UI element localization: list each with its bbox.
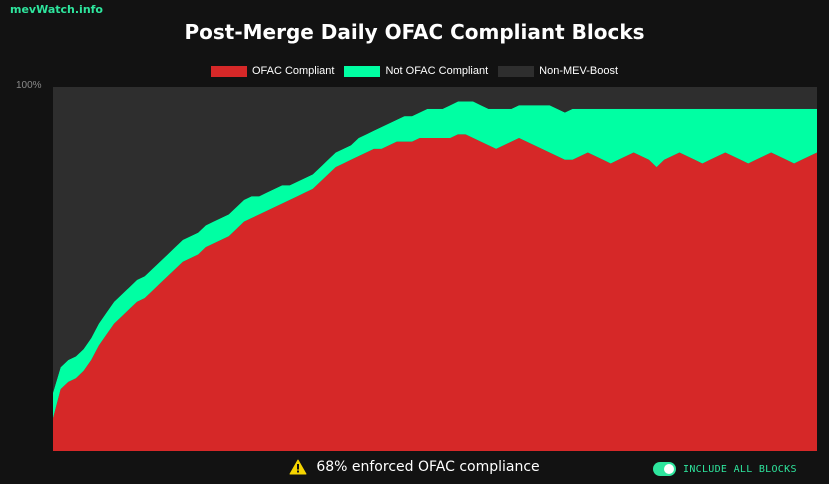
legend-swatch-ofac	[210, 65, 247, 77]
compliance-message: 68% enforced OFAC compliance	[316, 459, 540, 475]
legend-item-ofac[interactable]: OFAC Compliant	[210, 65, 335, 77]
legend-item-not-ofac[interactable]: Not OFAC Compliant	[344, 65, 488, 77]
legend-label-not-ofac: Not OFAC Compliant	[385, 65, 489, 77]
y-tick-label-100: 100%	[16, 80, 42, 91]
legend-swatch-not-ofac	[344, 65, 381, 77]
legend-label-non-mev: Non-MEV-Boost	[539, 65, 619, 77]
include-all-blocks-toggle[interactable]: INCLUDE ALL BLOCKS	[653, 462, 797, 476]
legend-label-ofac: OFAC Compliant	[251, 65, 335, 77]
series-area-ofac	[53, 134, 817, 451]
toggle-label: INCLUDE ALL BLOCKS	[683, 463, 797, 475]
compliance-summary: 68% enforced OFAC compliance	[0, 459, 829, 475]
toggle-knob	[664, 464, 674, 474]
toggle-switch[interactable]	[653, 462, 676, 476]
brand-logo-text[interactable]: mevWatch.info	[10, 3, 103, 16]
series-area-non-mev	[53, 87, 817, 393]
chart-legend: OFAC Compliant Not OFAC Compliant Non-ME…	[0, 65, 829, 77]
legend-swatch-non-mev	[498, 65, 535, 77]
chart-title: Post-Merge Daily OFAC Compliant Blocks	[184, 20, 645, 44]
series-area-not-ofac	[53, 101, 817, 419]
legend-item-non-mev[interactable]: Non-MEV-Boost	[498, 65, 618, 77]
warning-triangle-icon	[289, 459, 307, 475]
